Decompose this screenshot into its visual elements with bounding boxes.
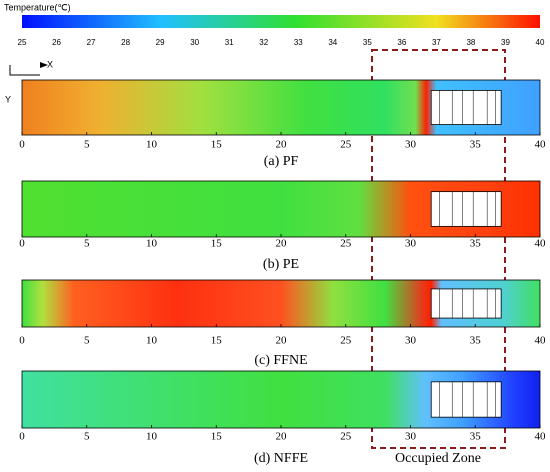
x-tick-label: 40	[535, 238, 547, 250]
x-tick-label: 10	[146, 431, 158, 443]
x-tick-label: 5	[84, 139, 90, 151]
colorbar-tick-label: 39	[501, 38, 510, 47]
x-tick-label: 15	[211, 139, 223, 151]
axis-arrow	[40, 62, 48, 68]
colorbar-tick-label: 25	[18, 38, 27, 47]
x-tick-label: 5	[84, 431, 90, 443]
x-tick-label: 0	[19, 335, 25, 347]
x-tick-label: 10	[146, 238, 158, 250]
colorbar-tick-label: 33	[294, 38, 303, 47]
x-tick-label: 25	[340, 238, 352, 250]
x-tick-label: 0	[19, 139, 25, 151]
x-tick-label: 0	[19, 431, 25, 443]
occupied-zone-box	[371, 49, 506, 449]
colorbar-tick-label: 36	[397, 38, 406, 47]
colorbar-tick-label: 31	[225, 38, 234, 47]
x-tick-label: 35	[470, 238, 482, 250]
x-axis-label: X	[47, 59, 53, 69]
building	[430, 381, 502, 418]
colorbar-tick-label: 30	[190, 38, 199, 47]
colorbar-tick-label: 28	[121, 38, 130, 47]
x-tick-label: 10	[146, 335, 158, 347]
x-tick-label: 30	[405, 431, 417, 443]
x-tick-label: 25	[340, 335, 352, 347]
x-tick-label: 25	[340, 431, 352, 443]
x-tick-label: 25	[340, 139, 352, 151]
building	[430, 90, 502, 125]
x-tick-label: 20	[276, 238, 288, 250]
x-tick-label: 35	[470, 335, 482, 347]
x-tick-label: 40	[535, 335, 547, 347]
panel-caption: (c) FFNE	[254, 353, 307, 368]
y-axis-label: Y	[5, 94, 11, 104]
x-tick-label: 20	[276, 335, 288, 347]
colorbar-tick-label: 26	[52, 38, 61, 47]
colorbar	[22, 15, 540, 28]
colorbar-tick-label: 38	[466, 38, 475, 47]
colorbar-tick-label: 40	[536, 38, 545, 47]
panel-caption: (b) PE	[263, 257, 299, 272]
colorbar-tick-label: 34	[328, 38, 337, 47]
colorbar-tick-label: 27	[87, 38, 96, 47]
colorbar-title: Temperature(℃)	[4, 2, 71, 12]
x-tick-label: 30	[405, 335, 417, 347]
x-tick-label: 20	[276, 431, 288, 443]
building	[430, 288, 502, 319]
x-tick-label: 5	[84, 335, 90, 347]
building	[430, 191, 502, 227]
x-tick-label: 20	[276, 139, 288, 151]
panel-caption: (a) PF	[264, 154, 299, 169]
colorbar-tick-label: 29	[156, 38, 165, 47]
x-tick-label: 5	[84, 238, 90, 250]
x-tick-label: 10	[146, 139, 158, 151]
x-tick-label: 30	[405, 139, 417, 151]
colorbar-tick-label: 32	[259, 38, 268, 47]
x-tick-label: 15	[211, 238, 223, 250]
x-tick-label: 35	[470, 431, 482, 443]
annotation: Occupied Zone	[395, 451, 481, 466]
colorbar-tick-label: 35	[363, 38, 372, 47]
x-tick-label: 15	[211, 335, 223, 347]
x-tick-label: 35	[470, 139, 482, 151]
x-tick-label: 30	[405, 238, 417, 250]
axis-icon	[9, 65, 40, 76]
panel-caption: (d) NFFE	[254, 451, 308, 466]
x-tick-label: 40	[535, 431, 547, 443]
colorbar-tick-label: 37	[432, 38, 441, 47]
x-tick-label: 40	[535, 139, 547, 151]
x-tick-label: 15	[211, 431, 223, 443]
x-tick-label: 0	[19, 238, 25, 250]
